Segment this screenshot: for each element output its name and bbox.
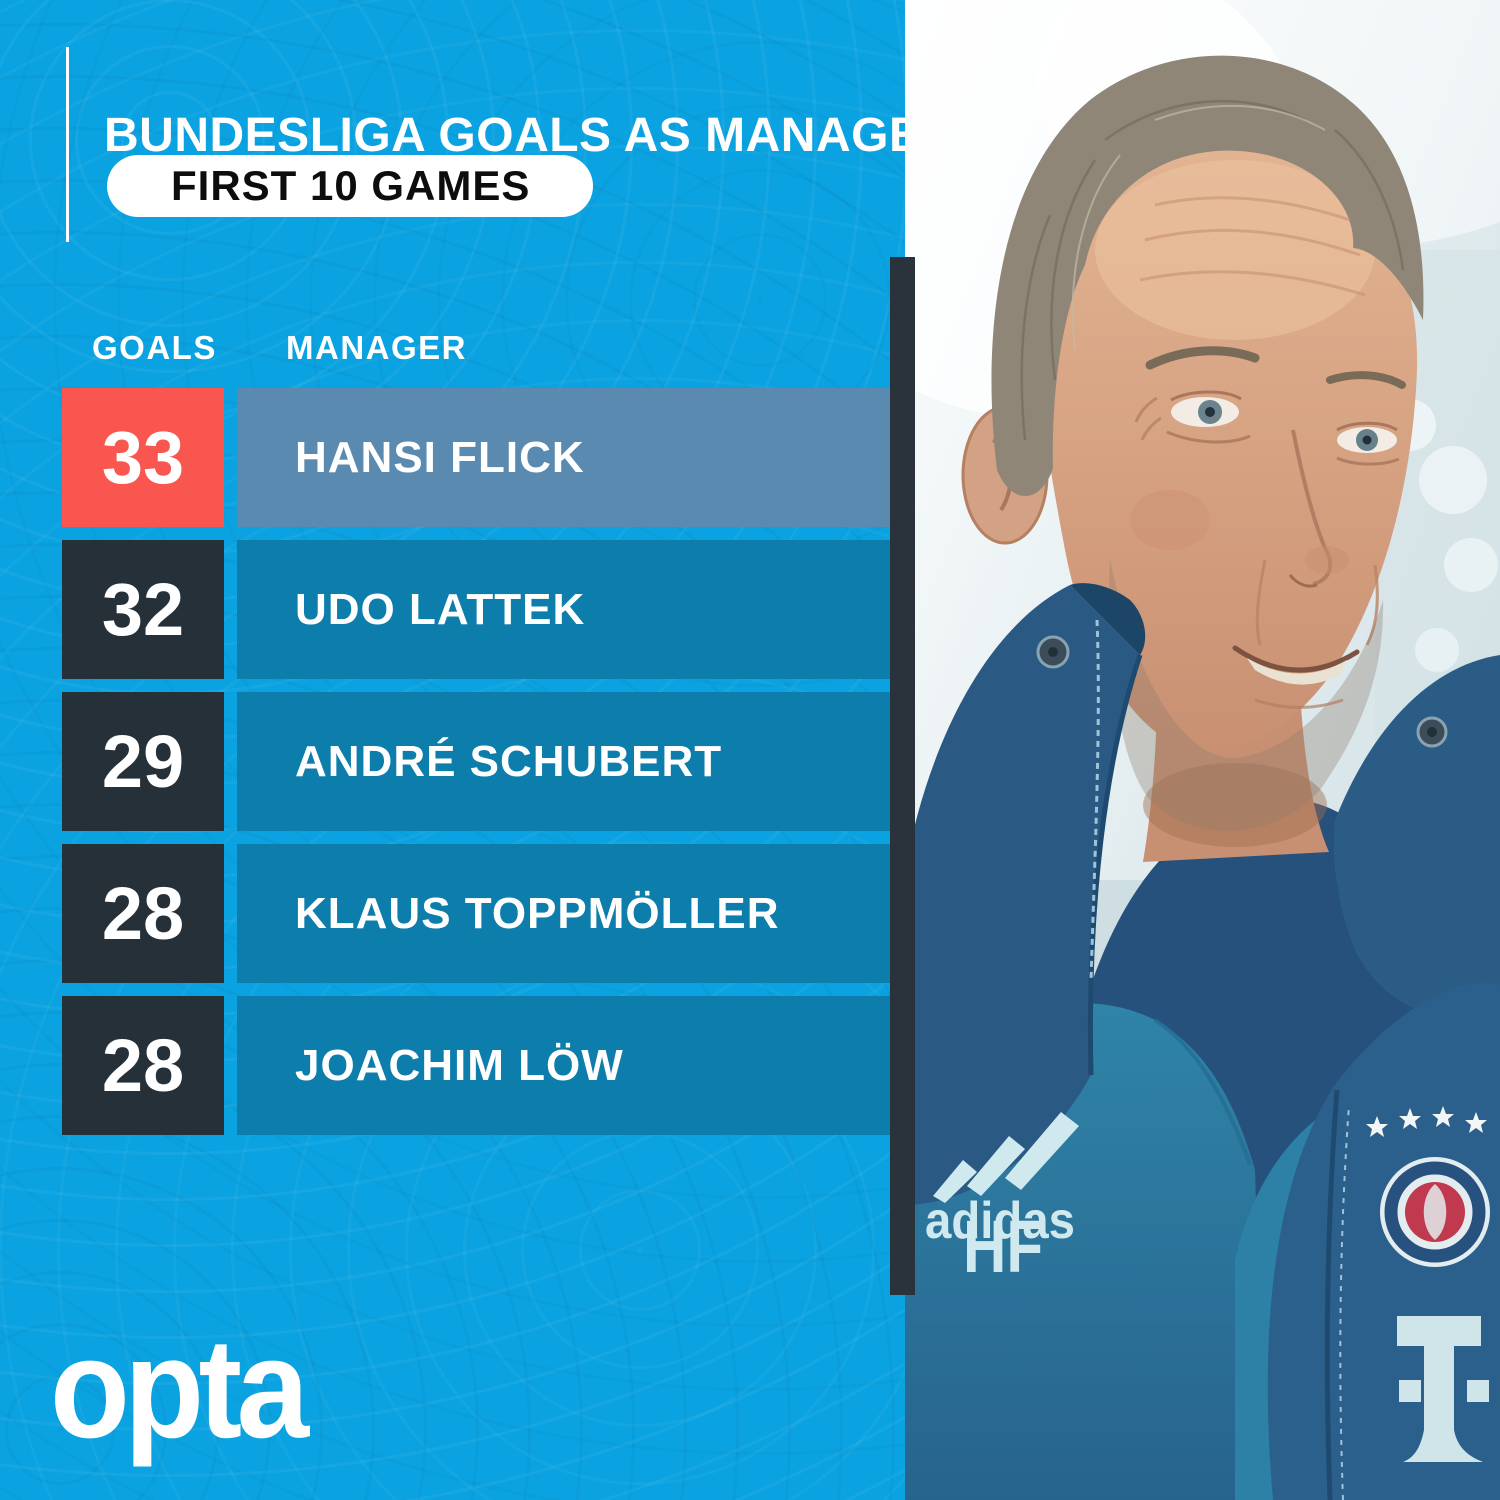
- left-eye: [1166, 390, 1251, 444]
- forehead-wrinkles: [1139, 196, 1366, 297]
- goals-value: 28: [62, 996, 224, 1135]
- crest-stars-icon: [1366, 1106, 1487, 1137]
- jacket-initials: HF: [963, 1205, 1043, 1288]
- goals-value: 29: [62, 692, 224, 831]
- crows-feet: [1134, 396, 1162, 441]
- table-row: 32 UDO LATTEK: [62, 540, 890, 679]
- left-collar: [905, 585, 1140, 1205]
- nasolabial-right: [1365, 564, 1379, 646]
- right-eyebrow: [1326, 371, 1406, 389]
- hair-highlights: [1071, 104, 1326, 351]
- shoulder-seam: [1153, 1018, 1252, 1166]
- table-row: 33 HANSI FLICK: [62, 388, 890, 527]
- manager-name-bar: KLAUS TOPPMÖLLER: [237, 844, 890, 983]
- goals-value: 28: [62, 844, 224, 983]
- snap-button: [1416, 716, 1448, 748]
- stubble: [1109, 560, 1384, 831]
- forehead-highlight: [1095, 160, 1375, 340]
- manager-goals-table: 33 HANSI FLICK 32 UDO LATTEK 29 ANDRÉ SC…: [62, 388, 890, 1135]
- zipper-stitch: [1339, 1104, 1350, 1500]
- telekom-t-icon: [1397, 1316, 1489, 1462]
- goals-value: 32: [62, 540, 224, 679]
- nasolabial-left: [1255, 559, 1267, 646]
- goals-value: 33: [62, 388, 224, 527]
- table-row: 28 JOACHIM LÖW: [62, 996, 890, 1135]
- hair-texture: [1020, 99, 1405, 441]
- subtitle-pill: FIRST 10 GAMES: [107, 155, 593, 217]
- collar-edge: [1087, 654, 1143, 1076]
- cheek-shade: [1130, 490, 1210, 550]
- bayern-crest-icon: [1380, 1157, 1490, 1267]
- left-eyebrow: [1145, 346, 1260, 370]
- hair: [991, 55, 1424, 497]
- snap-button: [1036, 635, 1070, 669]
- manager-portrait-photo: adidas HF: [905, 0, 1500, 1500]
- neck-shadow: [1143, 763, 1327, 847]
- right-collar: [1333, 655, 1500, 1018]
- teeth: [1247, 658, 1347, 685]
- title-accent-line: [66, 47, 69, 242]
- nose: [1291, 429, 1333, 586]
- nostril: [1288, 574, 1318, 588]
- manager-name-bar: ANDRÉ SCHUBERT: [237, 692, 890, 831]
- smile: [1232, 645, 1360, 673]
- column-header-manager: MANAGER: [286, 329, 467, 366]
- subtitle-text: FIRST 10 GAMES: [171, 162, 531, 209]
- page-title: BUNDESLIGA GOALS AS MANAGER: [104, 109, 957, 163]
- portrait-illustration: adidas HF: [905, 0, 1500, 1500]
- manager-name-bar: JOACHIM LÖW: [237, 996, 890, 1135]
- table-row: 29 ANDRÉ SCHUBERT: [62, 692, 890, 831]
- right-eye: [1336, 421, 1400, 466]
- lower-lip: [1254, 698, 1344, 709]
- opta-logo: opta: [50, 1309, 309, 1468]
- nose-shade: [1305, 546, 1349, 574]
- column-header-goals: GOALS: [92, 329, 217, 366]
- manager-name-bar: HANSI FLICK: [237, 388, 890, 527]
- collar-zipper: [1089, 619, 1100, 981]
- zipper-seam: [1324, 1089, 1340, 1500]
- left-collar-tip: [1070, 583, 1146, 655]
- photo-divider-strip: [890, 257, 915, 1295]
- adidas-logo-icon: [933, 1112, 1079, 1203]
- table-row: 28 KLAUS TOPPMÖLLER: [62, 844, 890, 983]
- adidas-wordmark: adidas: [925, 1192, 1075, 1250]
- manager-name-bar: UDO LATTEK: [237, 540, 890, 679]
